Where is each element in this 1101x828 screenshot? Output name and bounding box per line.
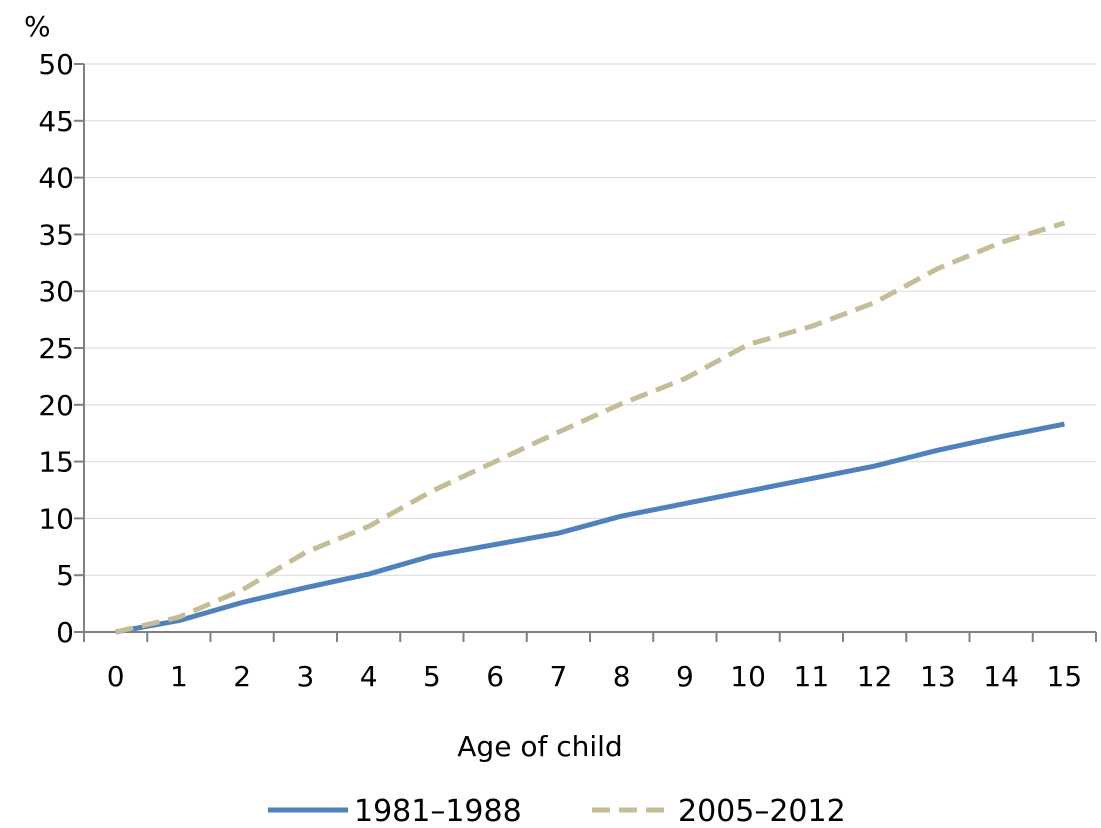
y-tick-labels: 0 5 10 15 20 25 30 35 40 45 50 [38, 48, 74, 649]
x-tick-label: 11 [794, 660, 830, 693]
x-tick-label: 9 [676, 660, 694, 693]
y-tick-label: 30 [38, 275, 74, 308]
x-tick-label: 4 [360, 660, 378, 693]
y-tick-label: 5 [56, 559, 74, 592]
x-tick-label: 0 [107, 660, 125, 693]
gridlines [84, 63, 1096, 576]
axes [74, 63, 1097, 642]
y-tick-label: 10 [38, 502, 74, 535]
x-tick-label: 7 [549, 660, 567, 693]
x-tick-label: 1 [170, 660, 188, 693]
x-tick-label: 12 [857, 660, 893, 693]
x-tick-label: 8 [613, 660, 631, 693]
x-tick-label: 2 [233, 660, 251, 693]
x-tick-label: 10 [730, 660, 766, 693]
y-tick-label: 15 [38, 446, 74, 479]
legend: 1981–1988 2005–2012 [268, 794, 846, 828]
y-tick-label: 0 [56, 616, 74, 649]
y-tick-label: 45 [38, 105, 74, 138]
y-tick-label: 25 [38, 332, 74, 365]
legend-label-2: 2005–2012 [678, 794, 846, 828]
y-tick-label: 35 [38, 218, 74, 251]
x-tick-label: 14 [983, 660, 1019, 693]
y-tick-label: 50 [38, 48, 74, 81]
x-tick-label: 6 [486, 660, 504, 693]
x-axis-title: Age of child [457, 730, 622, 763]
x-tick-label: 15 [1047, 660, 1083, 693]
x-tick-label: 13 [920, 660, 956, 693]
series-line-1 [115, 421, 1065, 635]
y-tick-label: 20 [38, 389, 74, 422]
y-tick-label: 40 [38, 162, 74, 195]
series-lines [115, 220, 1066, 635]
legend-label-1: 1981–1988 [354, 794, 522, 828]
y-axis-unit-label: % [24, 10, 51, 43]
x-tick-labels: 0 1 2 3 4 5 6 7 8 9 10 11 12 13 14 15 [107, 660, 1082, 693]
x-tick-label: 5 [423, 660, 441, 693]
x-tick-label: 3 [296, 660, 314, 693]
series-line-2 [115, 220, 1066, 635]
